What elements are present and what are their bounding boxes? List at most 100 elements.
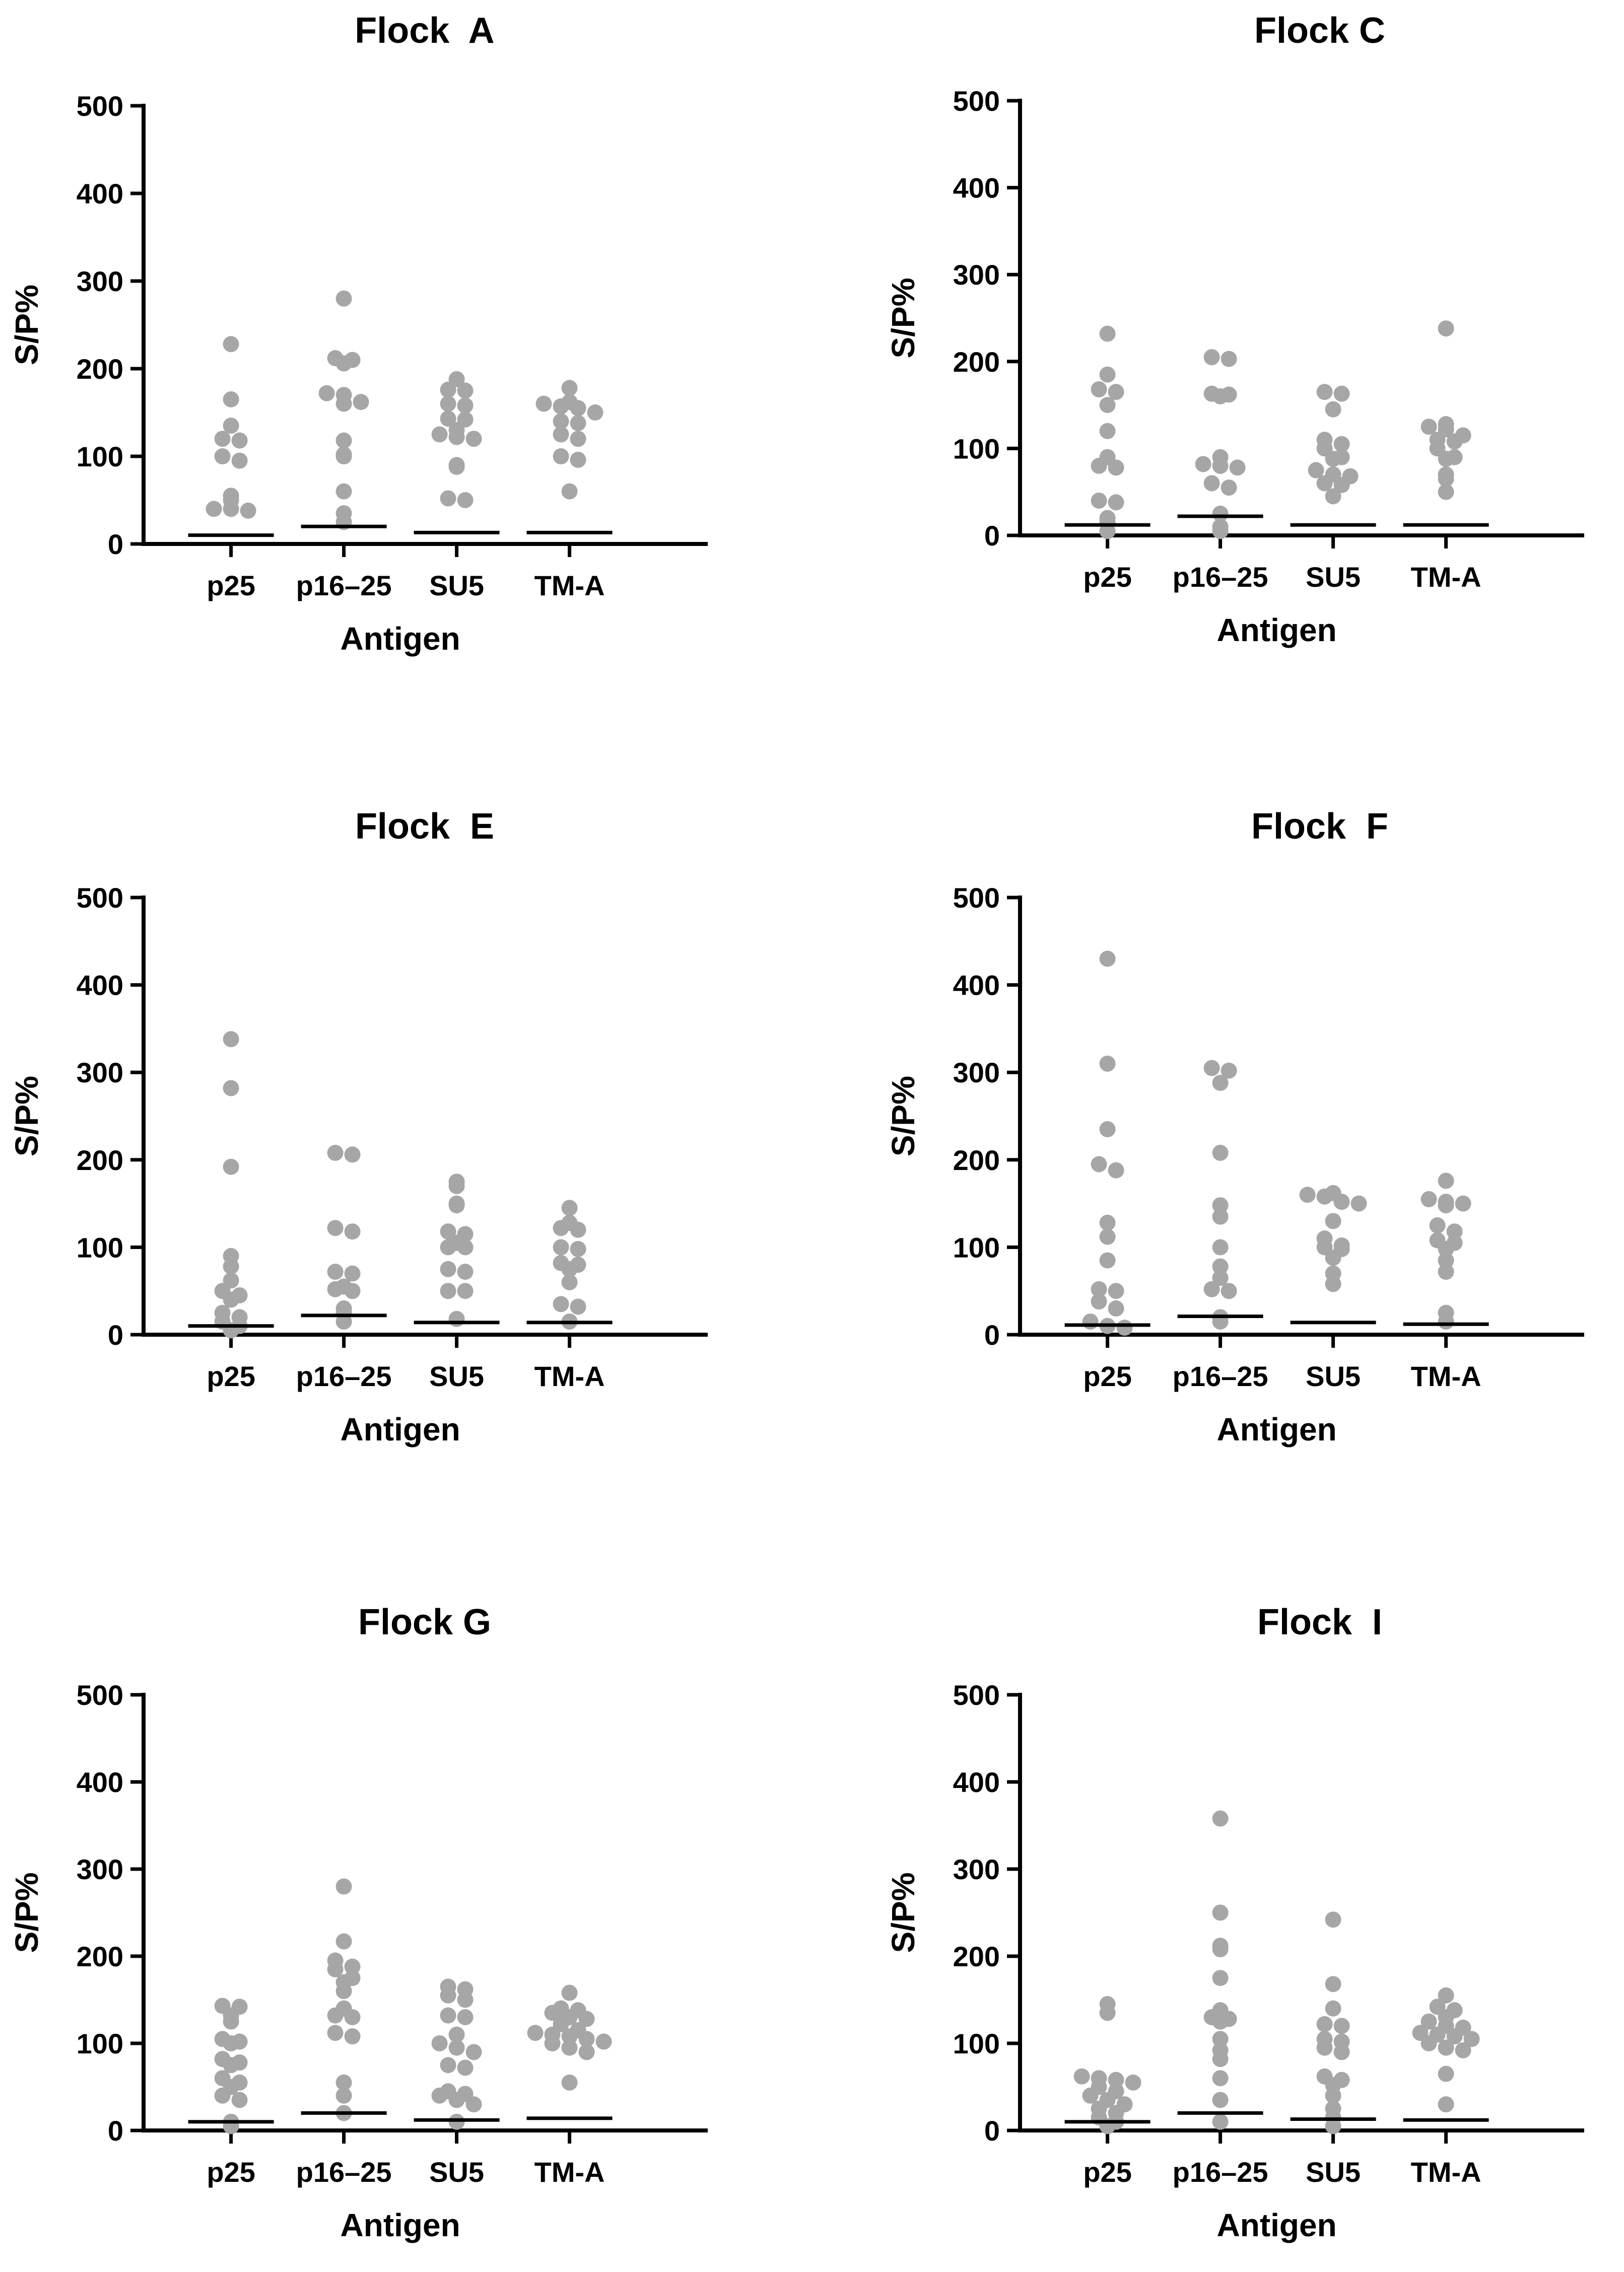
data-point <box>1221 1283 1237 1299</box>
data-point <box>214 1304 231 1321</box>
data-point <box>214 2031 231 2047</box>
data-point <box>1099 325 1116 342</box>
data-point <box>1316 2016 1333 2032</box>
data-point <box>1438 1173 1454 1189</box>
data-point <box>344 1265 361 1282</box>
y-tick-label: 300 <box>77 265 123 297</box>
y-tick-label: 100 <box>953 1231 1000 1263</box>
x-tick-label: TM-A <box>1411 1360 1481 1392</box>
data-point <box>1438 484 1454 500</box>
x-tick-label: TM-A <box>534 2156 605 2188</box>
data-point <box>561 394 578 410</box>
data-point <box>231 2054 248 2071</box>
data-point <box>440 2007 456 2024</box>
data-point <box>1212 2002 1229 2019</box>
y-tick-label: 100 <box>953 2028 1000 2059</box>
data-point <box>561 1214 578 1231</box>
data-point <box>1420 2013 1437 2030</box>
data-point <box>1212 2031 1229 2047</box>
data-point <box>1108 2083 1124 2100</box>
data-point <box>1203 475 1220 492</box>
data-point <box>595 2033 612 2050</box>
data-point <box>448 371 465 387</box>
data-point <box>231 1287 248 1303</box>
data-point <box>1333 436 1350 452</box>
x-tick-label: SU5 <box>429 570 484 601</box>
y-tick-label: 0 <box>108 528 123 560</box>
y-tick-label: 400 <box>953 970 1000 1001</box>
data-point <box>1333 2018 1350 2034</box>
x-tick-label: TM-A <box>534 1360 605 1392</box>
data-point <box>1438 1252 1454 1269</box>
data-point <box>1203 1281 1220 1297</box>
data-point <box>570 431 586 447</box>
x-tick-label: p16–25 <box>1173 1360 1268 1392</box>
y-tick-label: 0 <box>984 1319 1000 1351</box>
data-point <box>440 1978 456 1995</box>
data-point <box>223 391 239 407</box>
data-point <box>1438 2066 1454 2082</box>
x-tick-label: SU5 <box>1306 2156 1361 2188</box>
data-point <box>448 2039 465 2056</box>
data-point <box>327 1144 344 1161</box>
data-point <box>231 452 248 469</box>
data-point <box>1099 1228 1116 1245</box>
data-point <box>1350 1195 1367 1212</box>
data-point <box>1091 492 1107 509</box>
chart-panel-2: Flock C 0 100 200 300 400 500 S/P% p25 p16–25 SU5 T… <box>885 11 1584 648</box>
data-point <box>223 1158 239 1175</box>
y-tick-label: 400 <box>77 1766 123 1798</box>
data-point <box>561 483 578 500</box>
chart-panel-5: Flock G 0 100 200 300 400 500 S/P% p25 p16–25 SU5 T… <box>9 1602 708 2243</box>
data-point <box>448 1311 465 1327</box>
data-point <box>1325 466 1341 483</box>
x-tick-label: p25 <box>1083 2156 1132 2188</box>
data-point <box>327 1220 344 1236</box>
x-tick-label: p16–25 <box>1173 561 1268 593</box>
chart-title: Flock C <box>1254 11 1385 51</box>
data-point <box>1316 432 1333 448</box>
y-tick-label: 300 <box>77 1853 123 1885</box>
data-point <box>335 432 352 449</box>
chart-panel-1: Flock A 0 100 200 300 400 500 S/P% p25 p16–25 SU5 T… <box>9 11 708 657</box>
y-tick-label: 400 <box>77 178 123 210</box>
data-point <box>1446 1223 1463 1240</box>
data-point <box>1212 2113 1229 2130</box>
data-point <box>335 1300 352 1317</box>
data-point <box>335 2000 352 2017</box>
data-point <box>561 1200 578 1216</box>
data-point <box>344 352 361 368</box>
data-point <box>1099 397 1116 414</box>
data-point <box>1082 1313 1099 1330</box>
data-point <box>1108 1300 1124 1317</box>
data-point <box>570 1241 586 1257</box>
data-point <box>223 488 239 504</box>
y-tick-label: 0 <box>108 1319 123 1351</box>
x-tick-label: p25 <box>1083 561 1132 593</box>
y-axis-title: S/P% <box>885 278 921 358</box>
chart-panel-6: Flock I 0 100 200 300 400 500 S/P% p25 p16–25 SU5 T… <box>885 1602 1584 2243</box>
data-point <box>1108 1162 1124 1179</box>
x-tick-label: SU5 <box>1306 1360 1361 1392</box>
data-point <box>570 451 586 468</box>
data-point <box>223 1080 239 1096</box>
data-point <box>335 1933 352 1950</box>
data-point <box>1325 1185 1341 1201</box>
data-point <box>1116 2096 1133 2113</box>
data-point <box>344 1970 361 1986</box>
data-point <box>1221 479 1237 496</box>
data-point <box>1099 1252 1116 1269</box>
data-point <box>431 426 448 443</box>
data-point <box>1091 1293 1107 1310</box>
data-point <box>587 404 603 421</box>
data-point <box>1091 2070 1107 2087</box>
data-point <box>1325 2100 1341 2117</box>
data-point <box>1212 1810 1229 1827</box>
chart-title: Flock G <box>358 1602 491 1642</box>
data-point <box>1116 1320 1133 1336</box>
data-point <box>335 1278 352 1295</box>
data-point <box>440 1261 456 1277</box>
data-point <box>214 2051 231 2068</box>
data-point <box>1091 381 1107 398</box>
